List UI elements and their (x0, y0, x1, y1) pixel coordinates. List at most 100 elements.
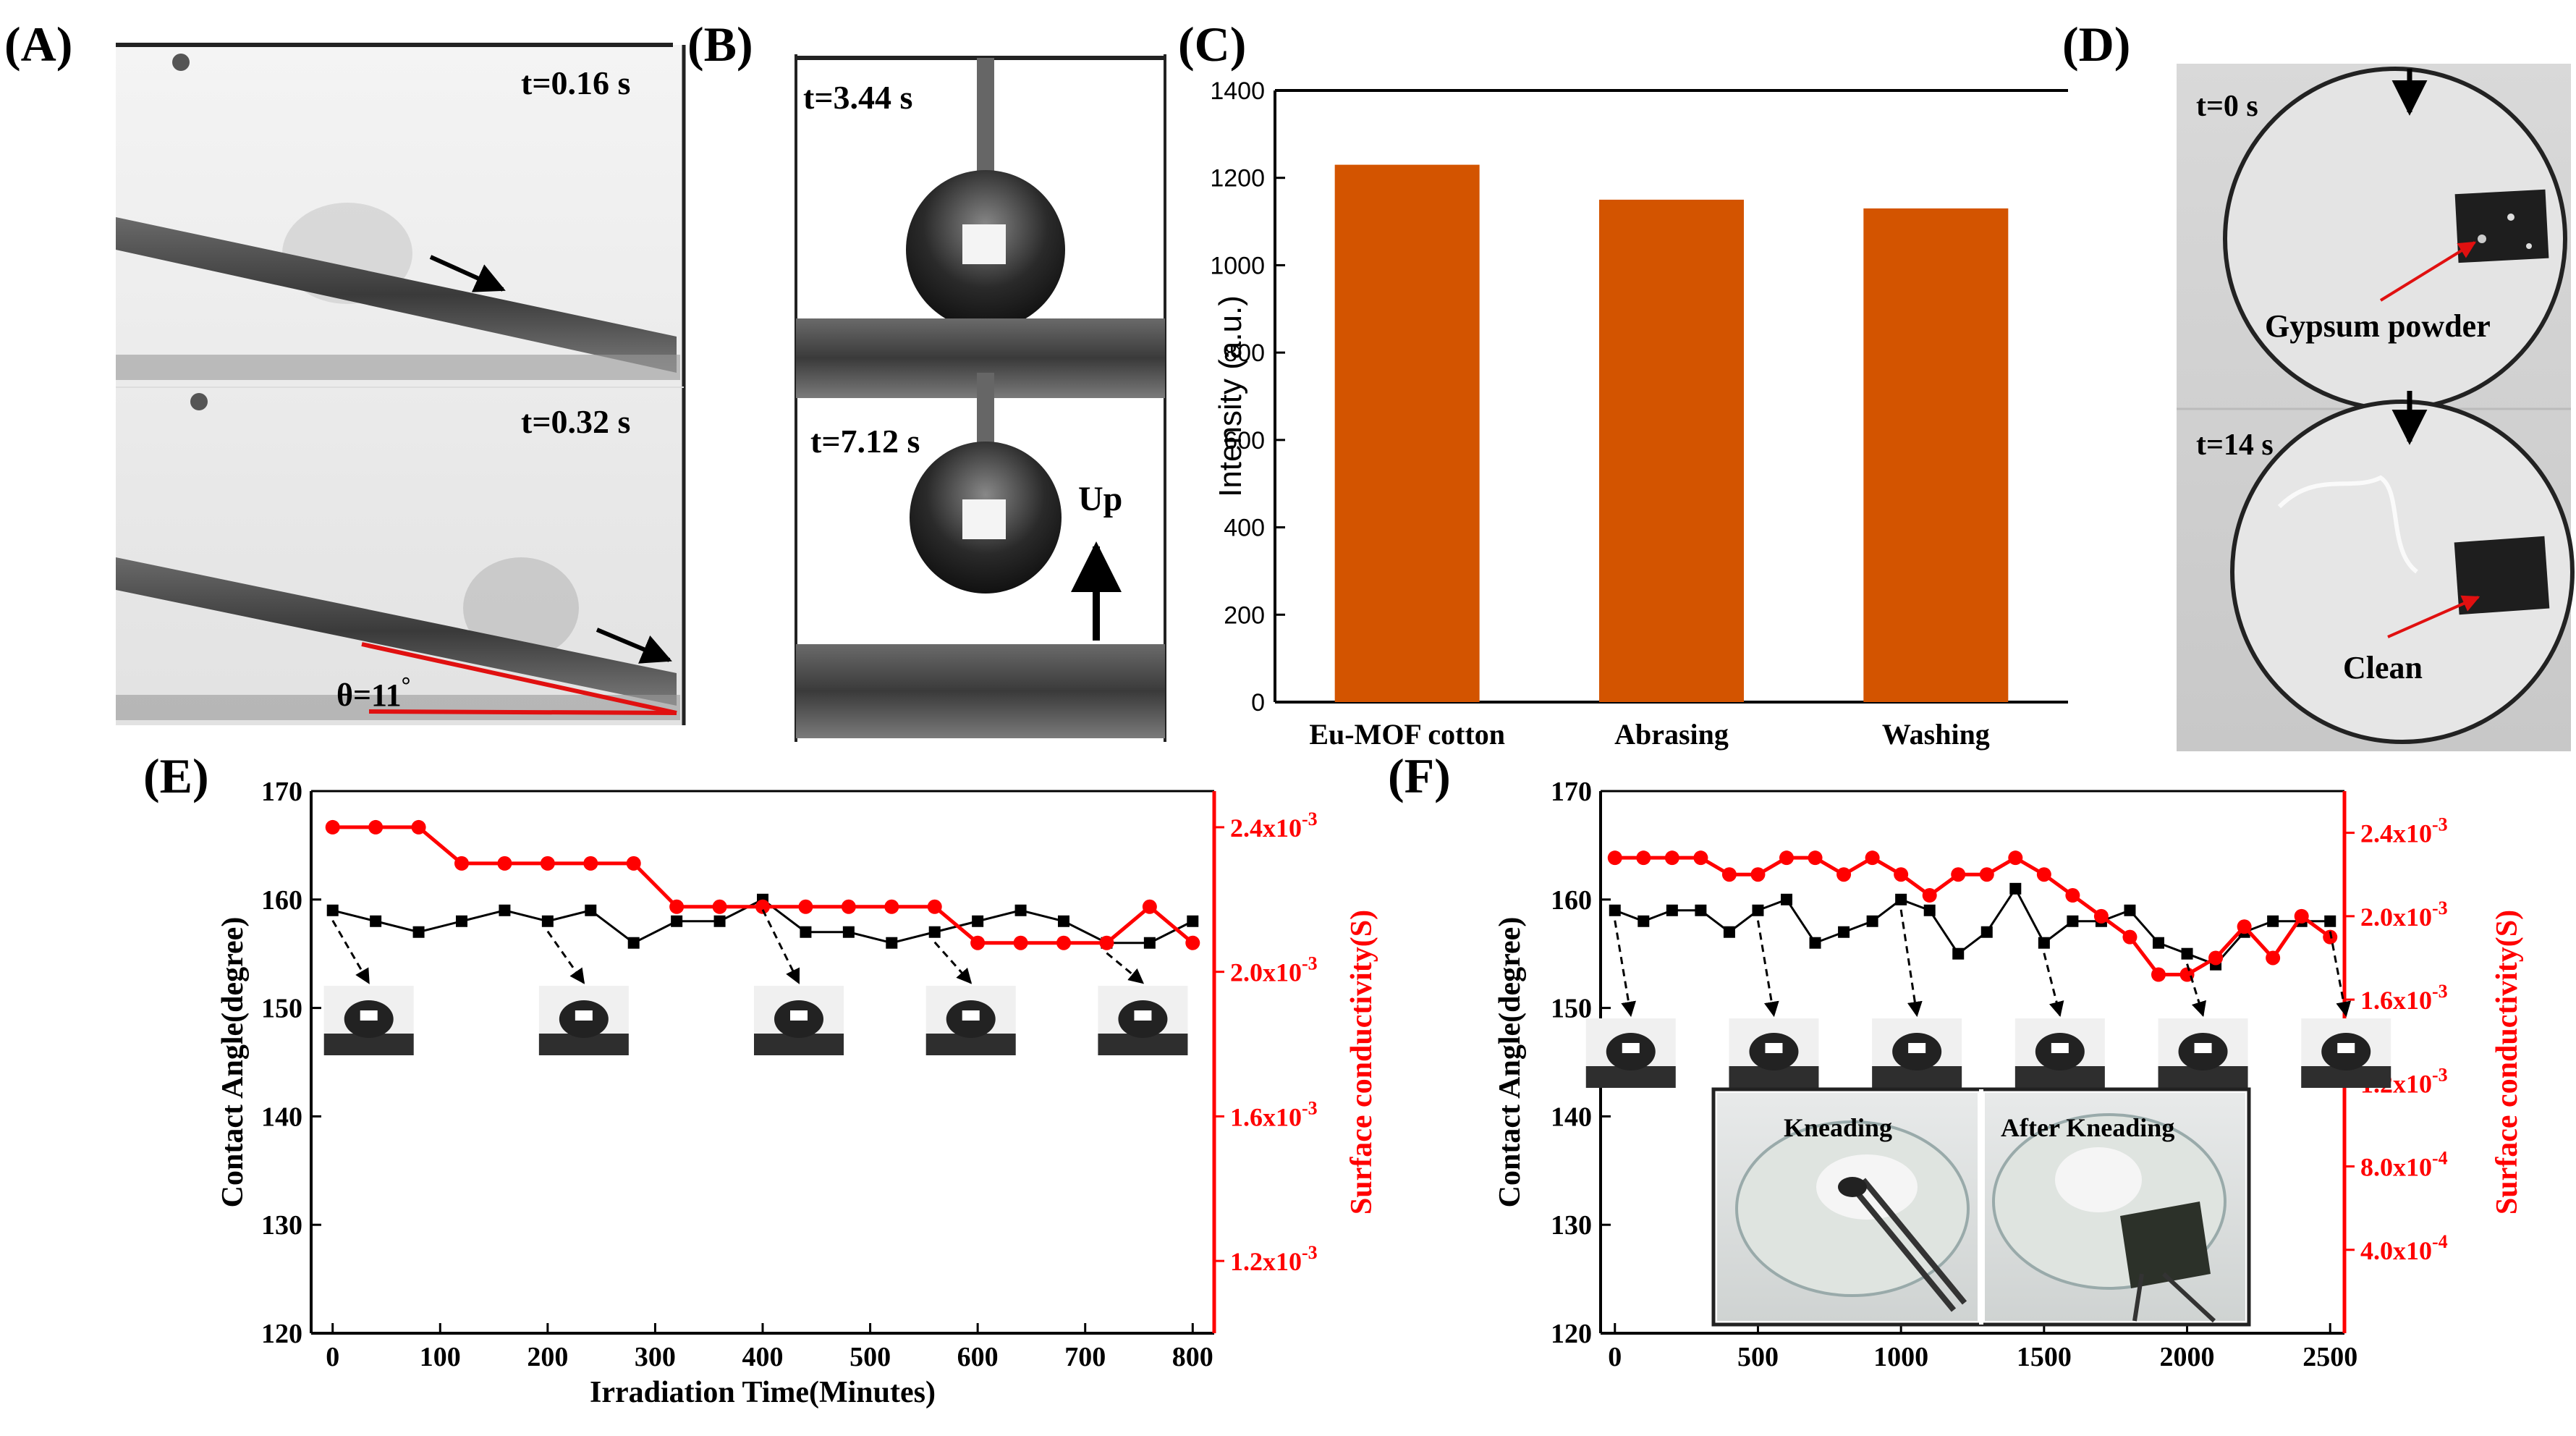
conductivity-point (669, 899, 685, 914)
y-tick-label: 160 (261, 885, 302, 916)
y-tick-label: 170 (1551, 777, 1592, 807)
bar (1863, 208, 2009, 702)
panel-b-photo: t=3.44 s t=7.12 s Up (795, 54, 1166, 742)
conductivity-point (1636, 850, 1651, 866)
conductivity-point (1607, 850, 1622, 866)
y-axis-title: Contact Angle(degree) (1494, 917, 1527, 1208)
conductivity-point (1951, 867, 1966, 882)
conductivity-point (970, 935, 986, 950)
y-tick-label: 120 (261, 1319, 302, 1349)
inset-label-after-kneading: After Kneading (2001, 1113, 2174, 1142)
panel-a-time-1: t=0.16 s (521, 64, 630, 101)
panel-a-angle: θ=11° (336, 672, 410, 713)
dashed-arrow (933, 941, 973, 984)
contact-angle-point (1752, 904, 1764, 916)
conductivity-point (1779, 850, 1794, 866)
contact-angle-point (541, 915, 554, 927)
inset-label-kneading: Kneading (1784, 1113, 1892, 1142)
bar-chart-intensity: 0 200 400 600 800 1000 1200 1400 Intensity (a.u.… (1210, 77, 2068, 751)
conductivity-point (841, 899, 856, 914)
conductivity-point (1808, 850, 1823, 866)
y-tick-label: 1200 (1210, 165, 1265, 193)
panel-e: (E) 0 100 200 300 400 500 600 700 800 120 130 140 15… (143, 748, 1378, 1409)
conductivity-point (1056, 935, 1071, 950)
contact-angle-point (1014, 904, 1027, 916)
x-tick-label: 0 (326, 1342, 339, 1372)
droplet-highlight (1765, 1043, 1783, 1053)
contact-angle-point (671, 915, 683, 927)
panel-b-time-1: t=3.44 s (803, 79, 912, 116)
contact-angle-point (326, 904, 339, 916)
contact-angle-point (886, 937, 898, 949)
conductivity-point (755, 899, 770, 914)
panel-a-photo: t=0.16 s t=0.32 s θ=11° (116, 43, 686, 725)
y2-tick-label: 4.0x10-4 (2360, 1231, 2448, 1265)
y-tick-label: 170 (261, 777, 302, 807)
dashed-arrow (761, 909, 800, 984)
dashed-arrow (331, 920, 370, 984)
y-axis-title: Intensity (a.u.) (1213, 295, 1248, 497)
x-tick-label: 800 (1172, 1342, 1213, 1372)
x-tick-label: 600 (957, 1342, 999, 1372)
y-tick-label: 0 (1251, 689, 1265, 717)
droplet-icon (190, 393, 208, 410)
conductivity-point (712, 899, 727, 914)
y-tick-label: 150 (261, 994, 302, 1024)
droplet-highlight (962, 1010, 980, 1021)
panel-b-up-label: Up (1078, 480, 1122, 518)
x-tick-label: 500 (850, 1342, 891, 1372)
x-tick-label: 2000 (2160, 1342, 2215, 1372)
contact-angle-point (2124, 904, 2136, 916)
x-tick-label: 700 (1064, 1342, 1106, 1372)
y2-tick-label: 1.2x10-3 (1230, 1242, 1318, 1276)
contact-angle-point (2324, 915, 2336, 927)
panel-d-time-1: t=0 s (2196, 90, 2258, 123)
y2-tick-label: 1.6x10-3 (2360, 981, 2448, 1015)
bar (1599, 199, 1744, 703)
conductivity-point (368, 819, 384, 835)
conductivity-point (1099, 935, 1114, 950)
y2-tick-label: 1.6x10-3 (1230, 1097, 1318, 1131)
droplet-highlight (1622, 1043, 1640, 1053)
conductivity-point (798, 899, 813, 914)
conductivity-point (1721, 867, 1737, 882)
contact-angle-point (1143, 937, 1156, 949)
panel-a: (A) t=0.16 s t=0.32 s θ=11° (4, 17, 686, 725)
conductivity-point (1185, 935, 1200, 950)
x-tick-label: Abrasing (1614, 718, 1729, 751)
panel-label-a: (A) (4, 17, 72, 72)
conductivity-point (1922, 888, 1937, 903)
contact-angle-line (1614, 886, 2331, 966)
dashed-arrow (1106, 952, 1145, 984)
y-tick-label: 200 (1224, 601, 1265, 629)
dashed-arrow (2043, 953, 2064, 1018)
line-chart-kneading: 0 500 1000 1500 2000 2500 120 130 140 150 160 170 4.… (1494, 777, 2524, 1372)
contact-angle-point (1058, 915, 1069, 927)
contact-angle-point (1923, 904, 1936, 916)
y2-axis-title: Surface conductivity(S) (2491, 910, 2524, 1215)
x-tick-label: 0 (1608, 1342, 1622, 1372)
y-axis-title: Contact Angle(degree) (216, 917, 250, 1208)
y-tick-label: 400 (1224, 515, 1265, 542)
panel-label-d: (D) (2062, 17, 2130, 72)
contact-angle-point (2267, 915, 2279, 927)
conductivity-point (2122, 929, 2138, 945)
panel-a-time-2: t=0.32 s (521, 403, 630, 440)
x-tick-label: 100 (420, 1342, 461, 1372)
bar (1334, 164, 1480, 702)
conductivity-point (1693, 850, 1708, 866)
contact-angle-point (412, 926, 425, 938)
contact-angle-point (1809, 937, 1821, 949)
line-chart-irradiation: 0 100 200 300 400 500 600 700 800 120 130 140 150 160… (216, 777, 1378, 1409)
x-tick-label: 1500 (2017, 1342, 2072, 1372)
x-axis-title: Irradiation Time(Minutes) (590, 1376, 936, 1409)
contact-angle-point (627, 937, 640, 949)
panel-label-e: (E) (143, 748, 209, 803)
conductivity-point (540, 856, 555, 871)
conductivity-point (2208, 950, 2224, 966)
contact-angle-point (1781, 893, 1792, 905)
conductivity-point (884, 899, 899, 914)
contact-angle-point (2181, 947, 2193, 960)
panel-b-time-2: t=7.12 s (810, 423, 920, 460)
x-tick-label: 1000 (1873, 1342, 1928, 1372)
